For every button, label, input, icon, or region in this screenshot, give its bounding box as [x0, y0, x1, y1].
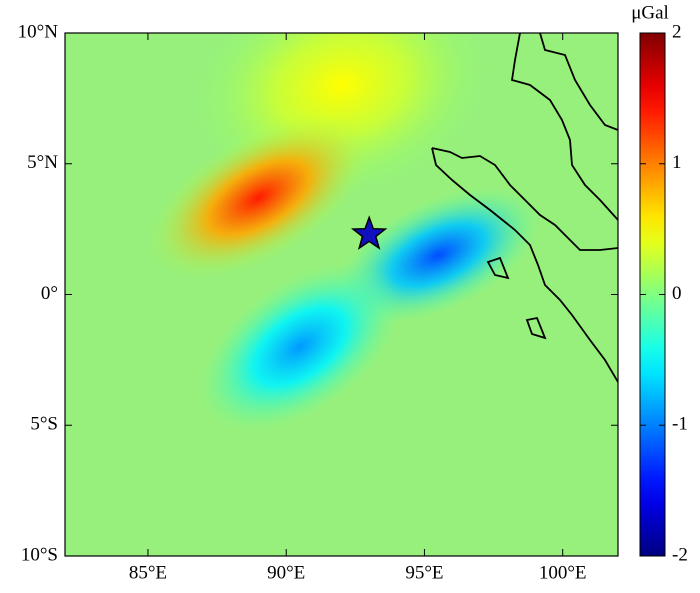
colorbar-title: μGal: [631, 2, 669, 23]
x-tick-label: 85°E: [129, 562, 167, 583]
anomaly: [145, 115, 372, 281]
coastline: [431, 147, 618, 251]
field: [145, 33, 541, 432]
y-tick-label: 5°S: [30, 414, 58, 435]
x-tick-label: 100°E: [539, 562, 587, 583]
colorbar-tick-label: -2: [672, 544, 688, 565]
coastline: [510, 33, 618, 221]
coastline: [431, 147, 618, 383]
x-tick-label: 95°E: [405, 562, 443, 583]
y-tick-label: 10°S: [21, 544, 58, 565]
colorbar-tick-label: 2: [672, 21, 682, 42]
anomaly: [198, 262, 402, 432]
colorbar-tick-label: 1: [672, 152, 682, 173]
island: [486, 256, 510, 280]
epicenter-star: [350, 215, 388, 250]
colorbar-tick-label: 0: [672, 283, 682, 304]
y-tick-label: 10°N: [18, 21, 59, 42]
x-tick-label: 90°E: [267, 562, 305, 583]
coastline: [539, 33, 618, 131]
y-tick-label: 0°: [41, 283, 58, 304]
coastlines: [431, 33, 618, 383]
y-tick-label: 5°N: [27, 152, 58, 173]
colorbar-tick-label: -1: [672, 414, 688, 435]
island: [525, 316, 547, 340]
